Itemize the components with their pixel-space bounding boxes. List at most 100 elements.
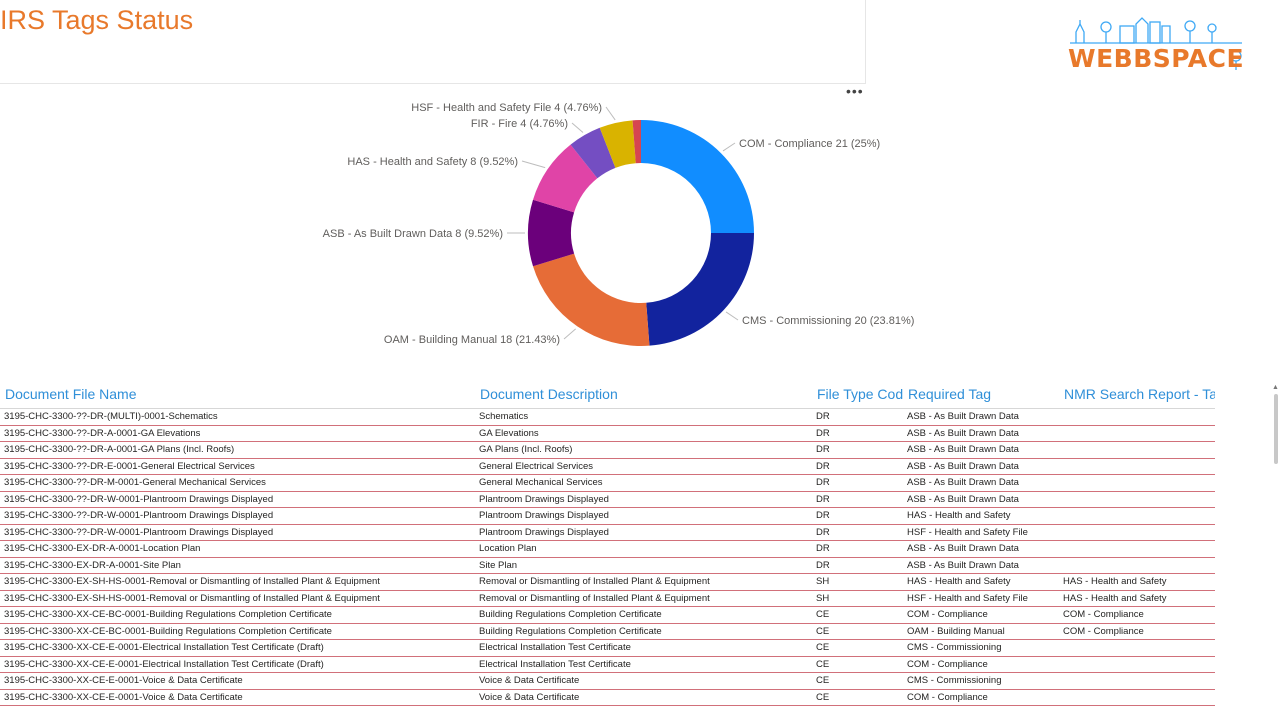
cell-file-type-code: CE — [812, 639, 903, 657]
cell-file-type-code: SH — [812, 590, 903, 607]
cell-document-file-name: 3195-CHC-3300-XX-CE-BC-0001-Building Reg… — [0, 623, 475, 640]
table-row[interactable]: 3195-CHC-3300-??-DR-W-0001-Plantroom Dra… — [0, 507, 1215, 525]
cell-file-type-code: DR — [812, 491, 903, 508]
cell-required-tag: ASB - As Built Drawn Data — [903, 458, 1059, 475]
donut-slice[interactable] — [570, 127, 616, 179]
cell-nmr-search-report-tag — [1059, 639, 1215, 657]
column-header-document-file-name[interactable]: Document File Name — [0, 380, 475, 409]
donut-slice[interactable] — [641, 120, 754, 233]
cell-document-file-name: 3195-CHC-3300-EX-DR-A-0001-Site Plan — [0, 557, 475, 574]
table-row[interactable]: 3195-CHC-3300-XX-CE-E-0001-Voice & Data … — [0, 689, 1215, 706]
table-row[interactable]: 3195-CHC-3300-XX-CE-E-0001-Voice & Data … — [0, 672, 1215, 690]
cell-document-file-name: 3195-CHC-3300-EX-SH-HS-0001-Removal or D… — [0, 573, 475, 591]
cell-nmr-search-report-tag: COM - Compliance — [1059, 623, 1215, 640]
table-row[interactable]: 3195-CHC-3300-??-DR-E-0001-General Elect… — [0, 458, 1215, 475]
donut-leader-line — [563, 328, 576, 340]
table-row[interactable]: 3195-CHC-3300-EX-DR-A-0001-Location Plan… — [0, 540, 1215, 558]
cell-required-tag: ASB - As Built Drawn Data — [903, 408, 1059, 426]
cell-document-file-name: 3195-CHC-3300-??-DR-A-0001-GA Elevations — [0, 425, 475, 442]
webbspace-logo: WEBBSPACE — [1066, 12, 1246, 76]
cell-document-description: Plantroom Drawings Displayed — [475, 491, 812, 508]
cell-document-file-name: 3195-CHC-3300-??-DR-E-0001-General Elect… — [0, 458, 475, 475]
cell-document-description: General Electrical Services — [475, 458, 812, 475]
cell-file-type-code: SH — [812, 573, 903, 591]
more-options-icon[interactable]: ••• — [846, 83, 864, 99]
donut-slice[interactable] — [533, 253, 650, 346]
cell-required-tag: COM - Compliance — [903, 689, 1059, 706]
cell-document-description: Removal or Dismantling of Installed Plan… — [475, 573, 812, 591]
title-card: IRS Tags Status — [0, 0, 866, 84]
cell-required-tag: OAM - Building Manual — [903, 623, 1059, 640]
scroll-up-arrow-icon[interactable]: ▲ — [1272, 384, 1279, 391]
cell-nmr-search-report-tag — [1059, 474, 1215, 492]
table-row[interactable]: 3195-CHC-3300-EX-SH-HS-0001-Removal or D… — [0, 573, 1215, 591]
cell-required-tag: ASB - As Built Drawn Data — [903, 557, 1059, 574]
cell-document-file-name: 3195-CHC-3300-XX-CE-E-0001-Electrical In… — [0, 656, 475, 673]
column-header-required-tag[interactable]: Required Tag — [903, 380, 1059, 409]
donut-data-label: FIR - Fire 4 (4.76%) — [471, 118, 568, 130]
table-row[interactable]: 3195-CHC-3300-??-DR-A-0001-GA Plans (Inc… — [0, 441, 1215, 459]
cell-document-file-name: 3195-CHC-3300-??-DR-W-0001-Plantroom Dra… — [0, 524, 475, 541]
table-row[interactable]: 3195-CHC-3300-??-DR-M-0001-General Mecha… — [0, 474, 1215, 492]
donut-slice[interactable] — [599, 120, 636, 168]
cell-document-file-name: 3195-CHC-3300-XX-CE-BC-0001-Building Reg… — [0, 606, 475, 624]
cell-nmr-search-report-tag — [1059, 689, 1215, 706]
table-row[interactable]: 3195-CHC-3300-XX-CE-BC-0001-Building Reg… — [0, 606, 1215, 624]
donut-slice[interactable] — [533, 144, 598, 213]
table-row[interactable]: 3195-CHC-3300-XX-CE-E-0001-Electrical In… — [0, 639, 1215, 657]
column-header-file-type-code[interactable]: File Type Code — [812, 380, 903, 409]
cell-required-tag: HSF - Health and Safety File — [903, 524, 1059, 541]
cell-file-type-code: CE — [812, 606, 903, 624]
donut-leader-line — [521, 160, 546, 169]
table-row[interactable]: 3195-CHC-3300-??-DR-W-0001-Plantroom Dra… — [0, 491, 1215, 508]
documents-table: Document File Name Document Description … — [0, 380, 1215, 706]
cell-document-description: Electrical Installation Test Certificate — [475, 639, 812, 657]
cell-required-tag: CMS - Commissioning — [903, 639, 1059, 657]
cell-file-type-code: DR — [812, 474, 903, 492]
table-row[interactable]: 3195-CHC-3300-EX-SH-HS-0001-Removal or D… — [0, 590, 1215, 607]
donut-leader-line — [722, 142, 736, 152]
cell-file-type-code: CE — [812, 672, 903, 690]
cell-file-type-code: CE — [812, 656, 903, 673]
cell-file-type-code: CE — [812, 689, 903, 706]
cell-document-description: Building Regulations Completion Certific… — [475, 623, 812, 640]
cell-document-file-name: 3195-CHC-3300-XX-CE-E-0001-Electrical In… — [0, 639, 475, 657]
cell-required-tag: HSF - Health and Safety File — [903, 590, 1059, 607]
cell-nmr-search-report-tag — [1059, 524, 1215, 541]
cell-document-file-name: 3195-CHC-3300-??-DR-A-0001-GA Plans (Inc… — [0, 441, 475, 459]
cell-required-tag: ASB - As Built Drawn Data — [903, 491, 1059, 508]
donut-slice[interactable] — [632, 120, 641, 164]
cell-nmr-search-report-tag — [1059, 425, 1215, 442]
cell-required-tag: ASB - As Built Drawn Data — [903, 425, 1059, 442]
cell-document-description: Electrical Installation Test Certificate — [475, 656, 812, 673]
column-header-nmr-search-report-tag[interactable]: NMR Search Report - Tag — [1059, 380, 1215, 409]
table-row[interactable]: 3195-CHC-3300-XX-CE-BC-0001-Building Reg… — [0, 623, 1215, 640]
cell-document-description: GA Plans (Incl. Roofs) — [475, 441, 812, 459]
table-row[interactable]: 3195-CHC-3300-??-DR-A-0001-GA Elevations… — [0, 425, 1215, 442]
cell-document-file-name: 3195-CHC-3300-EX-SH-HS-0001-Removal or D… — [0, 590, 475, 607]
vertical-scrollbar-thumb[interactable] — [1274, 394, 1278, 464]
cell-required-tag: COM - Compliance — [903, 606, 1059, 624]
cell-document-description: Voice & Data Certificate — [475, 689, 812, 706]
cell-nmr-search-report-tag — [1059, 491, 1215, 508]
donut-slice[interactable] — [646, 233, 754, 346]
cell-nmr-search-report-tag: HAS - Health and Safety — [1059, 590, 1215, 607]
cell-file-type-code: DR — [812, 524, 903, 541]
cell-document-file-name: 3195-CHC-3300-??-DR-(MULTI)-0001-Schemat… — [0, 408, 475, 426]
table-header-row: Document File Name Document Description … — [0, 380, 1215, 409]
table-row[interactable]: 3195-CHC-3300-EX-DR-A-0001-Site Plan Site… — [0, 557, 1215, 574]
table-row[interactable]: 3195-CHC-3300-??-DR-(MULTI)-0001-Schemat… — [0, 408, 1215, 426]
table-row[interactable]: 3195-CHC-3300-XX-CE-E-0001-Electrical In… — [0, 656, 1215, 673]
cell-document-file-name: 3195-CHC-3300-XX-CE-E-0001-Voice & Data … — [0, 689, 475, 706]
table-row[interactable]: 3195-CHC-3300-??-DR-W-0001-Plantroom Dra… — [0, 524, 1215, 541]
column-header-document-description[interactable]: Document Description — [475, 380, 812, 409]
cell-required-tag: CMS - Commissioning — [903, 672, 1059, 690]
cell-document-description: GA Elevations — [475, 425, 812, 442]
cell-document-description: Plantroom Drawings Displayed — [475, 524, 812, 541]
cell-document-description: Voice & Data Certificate — [475, 672, 812, 690]
donut-data-label: HSF - Health and Safety File 4 (4.76%) — [411, 102, 602, 114]
cell-document-file-name: 3195-CHC-3300-??-DR-M-0001-General Mecha… — [0, 474, 475, 492]
donut-slice[interactable] — [527, 199, 575, 267]
cell-document-description: Building Regulations Completion Certific… — [475, 606, 812, 624]
cell-nmr-search-report-tag — [1059, 408, 1215, 426]
